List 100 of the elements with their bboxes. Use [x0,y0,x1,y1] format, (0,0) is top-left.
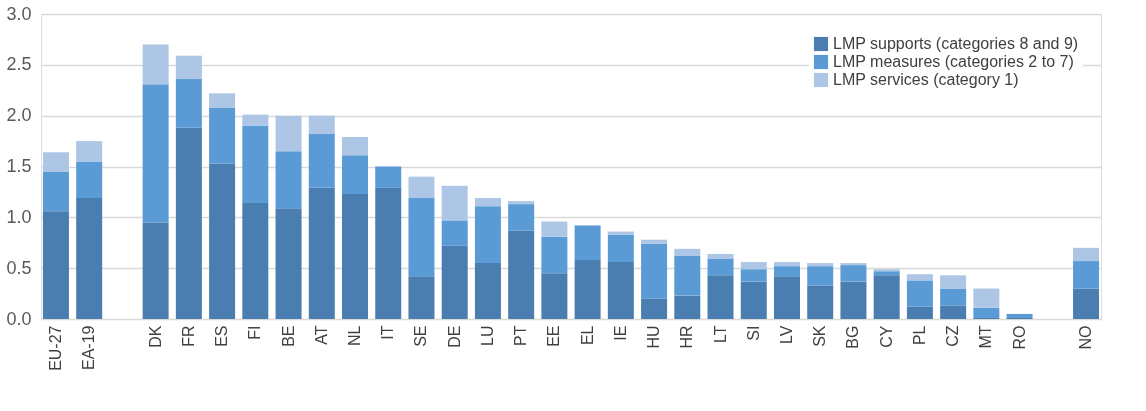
bar [973,288,1000,308]
bar [1073,261,1100,289]
bar [474,263,501,319]
bar [308,187,335,319]
bar [42,152,69,172]
bar [441,220,468,246]
x-tick-label: EA-19 [80,325,98,370]
x-tick-label: PT [512,325,530,346]
bar [342,155,369,194]
bar [940,288,967,306]
x-tick-label: EE [545,325,563,347]
bar [42,211,69,319]
bar [574,260,601,319]
bar [773,276,800,319]
legend-label: LMP supports (categories 8 and 9) [833,35,1079,52]
bar [840,263,867,266]
x-tick-label: CZ [944,325,962,347]
bar [707,275,734,319]
y-tick-label: 2.0 [6,105,32,126]
bar [773,262,800,267]
bar [441,245,468,319]
x-tick-label: EU-27 [46,325,64,371]
bar [209,163,236,319]
x-tick-label: EL [578,325,596,346]
y-tick-label: 1.5 [6,156,32,176]
bar [175,127,202,319]
x-tick-label: DK [146,325,164,348]
x-tick-label: SK [811,325,829,347]
bar [574,225,601,261]
legend-label: LMP measures (categories 2 to 7) [833,53,1074,70]
legend-label: LMP services (category 1) [833,71,1019,88]
bar [142,222,169,319]
x-tick-label: FR [179,325,197,347]
y-tick-label: 1.0 [6,206,32,227]
bar [275,151,302,209]
bar [940,275,967,289]
bar [375,166,402,188]
bar [508,230,535,319]
bar [840,265,867,282]
x-tick-label: LV [777,325,795,344]
x-tick-label: FI [246,325,264,340]
bar [242,203,269,319]
bar [873,271,900,276]
bar [807,266,834,286]
bar [142,44,169,85]
bar [873,269,900,272]
bar [641,239,668,244]
bar [674,255,701,296]
bar [641,298,668,319]
bar [76,141,103,162]
bar [906,274,933,281]
bar [840,281,867,319]
x-tick-label: SI [744,325,762,341]
bar [607,262,634,319]
bar [906,280,933,307]
bar [175,55,202,80]
bar [275,208,302,319]
bar [508,204,535,231]
x-tick-label: NO [1077,325,1095,350]
bar [740,269,767,282]
bar [408,176,435,199]
bar [773,266,800,277]
bar [1006,313,1033,318]
bar [242,125,269,204]
bar [474,198,501,207]
bar [807,285,834,319]
bar [541,273,568,319]
bar [142,84,169,223]
bar [308,133,335,188]
y-tick-label: 2.5 [6,54,32,75]
bar [1073,247,1100,262]
x-tick-label: LT [711,325,729,343]
bar [474,206,501,264]
bar [441,185,468,221]
y-tick-label: 3.0 [6,3,32,24]
bar [76,161,103,199]
bar [275,115,302,152]
bar [674,295,701,319]
bar [607,234,634,263]
x-tick-label: HR [678,325,696,349]
bar [740,262,767,270]
x-tick-label: IE [611,325,629,341]
x-tick-label: RO [1010,325,1028,350]
bar [707,253,734,260]
x-tick-label: ES [213,325,231,347]
x-tick-label: IT [379,325,397,340]
x-tick-label: BG [844,325,862,349]
bar [408,276,435,319]
bar [342,137,369,156]
bar [641,243,668,299]
bar [242,114,269,126]
bar [1073,288,1100,319]
bar [541,236,568,274]
y-tick-label: 0.5 [6,257,32,278]
y-tick-label: 0.0 [6,308,32,329]
x-tick-label: CY [877,325,895,348]
bar [42,171,69,212]
bar [906,306,933,319]
x-tick-label: SE [412,325,430,347]
bar [209,107,236,164]
